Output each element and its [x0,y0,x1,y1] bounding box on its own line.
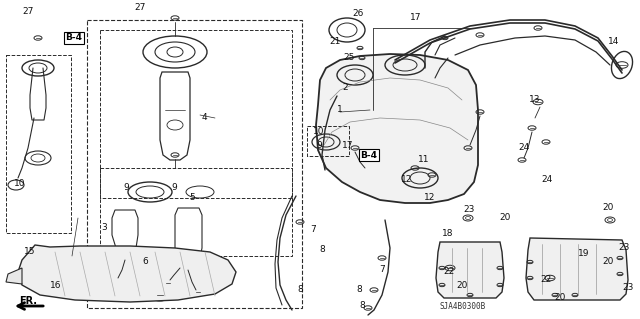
Text: 5: 5 [189,194,195,203]
Text: 1: 1 [337,106,343,115]
Text: 18: 18 [442,229,454,239]
Text: 8: 8 [356,286,362,294]
Text: 19: 19 [579,249,589,258]
Text: 27: 27 [134,4,146,12]
Polygon shape [18,245,236,302]
Bar [6,55,71,233]
Text: 23: 23 [618,243,630,253]
Text: 7: 7 [379,265,385,275]
Text: 9: 9 [316,140,322,150]
Text: 8: 8 [297,286,303,294]
Bar [100,168,292,256]
Text: 20: 20 [554,293,566,302]
Bar [307,126,349,156]
Text: SJA4B0300B: SJA4B0300B [440,302,486,311]
Text: 3: 3 [101,224,107,233]
Text: 27: 27 [22,8,34,17]
Text: 14: 14 [608,38,620,47]
Text: 24: 24 [541,175,552,184]
Text: 12: 12 [424,194,436,203]
Text: 20: 20 [602,204,614,212]
Text: 24: 24 [518,144,530,152]
Text: 9: 9 [171,183,177,192]
Text: 23: 23 [622,284,634,293]
Text: 16: 16 [51,281,61,291]
Text: 22: 22 [540,276,552,285]
Text: B-4: B-4 [360,151,378,160]
Text: 10: 10 [14,180,26,189]
Bar [87,20,302,308]
Text: 20: 20 [602,257,614,266]
Text: 7: 7 [310,226,316,234]
Text: 23: 23 [463,205,475,214]
Text: 20: 20 [456,280,468,290]
Text: 8: 8 [319,246,325,255]
Text: FR.: FR. [19,296,37,306]
Text: 10: 10 [313,128,324,137]
Text: 13: 13 [529,95,541,105]
Polygon shape [526,238,628,300]
Text: 22: 22 [444,268,454,277]
Text: 26: 26 [352,10,364,19]
Text: 17: 17 [342,140,354,150]
Text: 20: 20 [499,213,511,222]
Polygon shape [436,242,504,298]
Text: 15: 15 [24,248,36,256]
Text: 25: 25 [343,53,355,62]
Text: 12: 12 [401,175,413,184]
Polygon shape [316,54,478,203]
Polygon shape [6,268,22,284]
Text: 8: 8 [359,301,365,310]
Text: 2: 2 [342,84,348,93]
Text: 21: 21 [330,38,340,47]
Text: 17: 17 [410,13,422,23]
Text: 4: 4 [201,114,207,122]
Text: 9: 9 [123,183,129,192]
Text: B-4: B-4 [65,33,83,42]
Text: 11: 11 [419,155,429,165]
Bar [100,30,292,198]
Text: 6: 6 [142,257,148,266]
